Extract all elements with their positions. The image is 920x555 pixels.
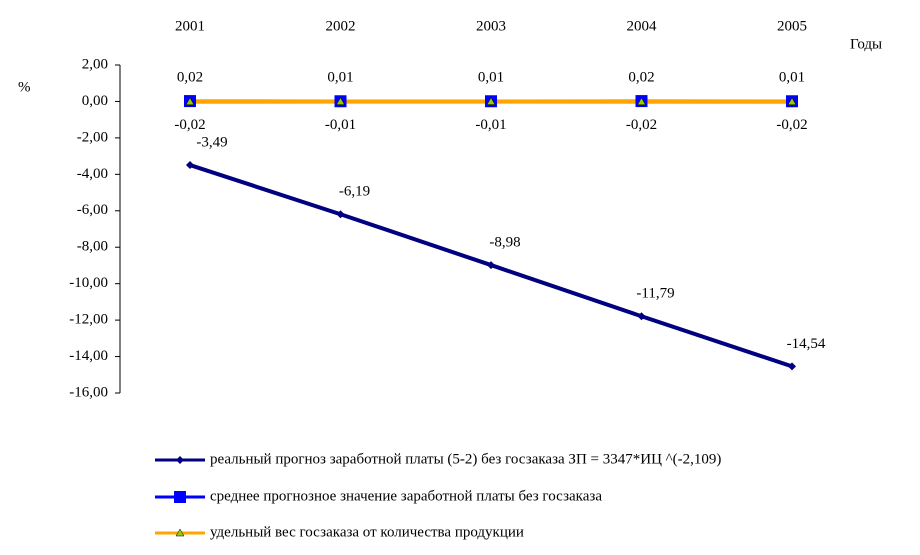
y-tick-label: -10,00 <box>69 275 108 291</box>
legend-marker <box>176 456 184 464</box>
y-tick-label: -14,00 <box>69 348 108 364</box>
y-tick-label: -4,00 <box>77 166 108 182</box>
data-label: 0,01 <box>779 70 805 86</box>
data-point <box>486 97 496 105</box>
data-label: 0,01 <box>478 70 504 86</box>
data-label: -0,02 <box>626 117 657 133</box>
x-tick-label: 2003 <box>476 18 506 34</box>
data-label: -0,01 <box>475 117 506 133</box>
data-label: 0,02 <box>628 70 654 86</box>
data-label: -0,02 <box>174 117 205 133</box>
data-label: -6,19 <box>339 184 370 200</box>
data-point <box>336 210 345 219</box>
data-label: 0,02 <box>177 70 203 86</box>
y-axis-label: % <box>18 79 31 95</box>
data-point <box>487 261 495 270</box>
data-label: -0,01 <box>325 117 356 133</box>
data-point <box>336 97 345 105</box>
y-tick-label: -2,00 <box>77 129 108 145</box>
x-tick-label: 2002 <box>326 18 356 34</box>
x-tick-label: 2001 <box>175 18 205 34</box>
data-point <box>637 97 646 106</box>
y-tick-label: 2,00 <box>82 56 108 72</box>
x-tick-label: 2005 <box>777 18 807 34</box>
y-tick-label: -8,00 <box>77 239 108 255</box>
x-axis-label: Годы <box>850 36 882 52</box>
legend-label: среднее прогнозное значение заработной п… <box>210 488 602 504</box>
data-point <box>185 97 195 106</box>
data-point <box>788 362 796 371</box>
data-point <box>787 97 797 106</box>
data-point <box>637 312 646 321</box>
data-label: -8,98 <box>489 235 520 251</box>
y-tick-label: 0,00 <box>82 93 108 109</box>
y-tick-label: -12,00 <box>69 312 108 328</box>
legend-label: удельный вес госзаказа от количества про… <box>210 524 524 540</box>
data-label: 0,01 <box>327 70 353 86</box>
legend-marker <box>174 491 186 503</box>
data-label: -14,54 <box>787 336 826 352</box>
x-tick-label: 2004 <box>627 18 658 34</box>
y-tick-label: -6,00 <box>77 202 108 218</box>
y-tick-label: -16,00 <box>69 384 108 400</box>
data-label: -11,79 <box>636 286 674 302</box>
data-label: -0,02 <box>776 117 807 133</box>
legend-marker <box>175 528 185 537</box>
data-label: -3,49 <box>196 134 227 150</box>
data-point <box>186 161 194 170</box>
legend-label: реальный прогноз заработной платы (5-2) … <box>210 451 721 467</box>
